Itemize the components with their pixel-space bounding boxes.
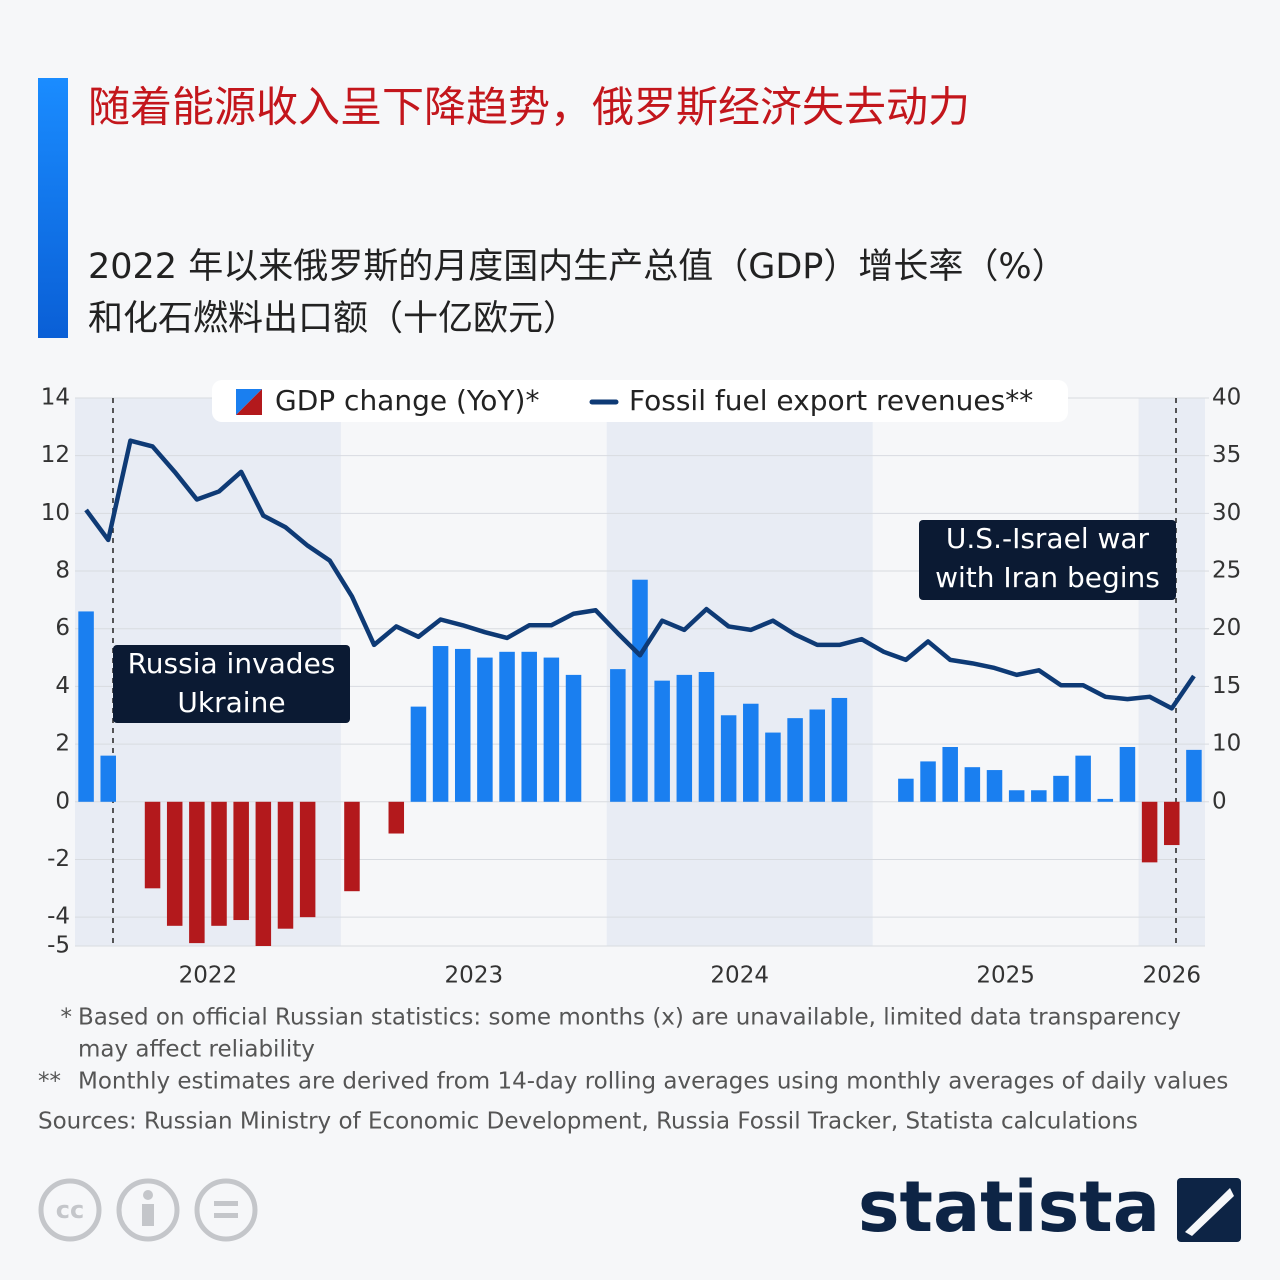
year-band bbox=[606, 398, 873, 946]
bar bbox=[211, 801, 227, 926]
y-tick-label: 0 bbox=[55, 788, 70, 814]
bar bbox=[454, 648, 471, 802]
bar bbox=[964, 767, 981, 802]
footnote: may affect reliability bbox=[78, 1037, 315, 1063]
bar bbox=[698, 672, 715, 802]
footnote-marker: ** bbox=[38, 1069, 61, 1095]
legend-swatch bbox=[236, 389, 262, 415]
footnote: Monthly estimates are derived from 14-da… bbox=[78, 1069, 1228, 1095]
bar bbox=[477, 657, 493, 802]
bar bbox=[942, 746, 958, 802]
bar bbox=[898, 778, 914, 802]
bar bbox=[543, 657, 560, 802]
y2-tick-label: 10 bbox=[1212, 731, 1241, 757]
annotation-text: Ukraine bbox=[177, 686, 285, 719]
bar bbox=[1031, 790, 1047, 802]
x-tick-label: 2023 bbox=[445, 963, 504, 989]
bar bbox=[654, 680, 670, 802]
y2-tick-label: 15 bbox=[1212, 673, 1241, 699]
bar bbox=[787, 718, 803, 802]
brand-logo: statista bbox=[858, 1166, 1160, 1248]
subtitle: 和化石燃料出口额（十亿欧元） bbox=[88, 299, 578, 339]
bar bbox=[144, 801, 161, 889]
bar bbox=[299, 801, 316, 918]
annotation-text: U.S.-Israel war bbox=[946, 522, 1150, 555]
y-tick-label: -4 bbox=[47, 904, 70, 930]
x-tick-label: 2025 bbox=[976, 963, 1035, 989]
bar bbox=[986, 770, 1003, 802]
y-tick-label: 6 bbox=[55, 615, 70, 641]
accent-bar bbox=[38, 78, 68, 338]
y2-tick-label: 35 bbox=[1212, 442, 1241, 468]
bar bbox=[1119, 746, 1136, 802]
bar bbox=[277, 801, 294, 929]
y-tick-label: 4 bbox=[55, 673, 70, 699]
annotation-box bbox=[113, 645, 350, 723]
y-tick-label: 10 bbox=[41, 500, 70, 526]
y-tick-label: 12 bbox=[41, 442, 70, 468]
bar bbox=[831, 697, 848, 802]
bar bbox=[388, 801, 405, 834]
bar bbox=[100, 755, 116, 802]
y-tick-label: -5 bbox=[47, 933, 70, 959]
bar bbox=[1186, 749, 1202, 802]
annotation-text: Russia invades bbox=[128, 647, 336, 680]
bar bbox=[765, 732, 781, 802]
annotation-text: with Iran begins bbox=[935, 561, 1160, 594]
y-tick-label: 2 bbox=[55, 731, 70, 757]
bar bbox=[521, 651, 537, 802]
legend-label: Fossil fuel export revenues** bbox=[629, 384, 1033, 417]
footnote: Based on official Russian statistics: so… bbox=[78, 1005, 1181, 1031]
bar bbox=[233, 801, 249, 921]
bar bbox=[410, 706, 427, 802]
bar bbox=[344, 801, 360, 892]
bar bbox=[632, 579, 648, 802]
bar bbox=[676, 674, 693, 802]
bar bbox=[743, 703, 759, 802]
bar bbox=[166, 801, 183, 926]
bar bbox=[809, 709, 826, 802]
y2-tick-label: 25 bbox=[1212, 558, 1241, 584]
bar bbox=[720, 715, 737, 802]
bar bbox=[1141, 801, 1158, 863]
y-tick-label: -2 bbox=[47, 846, 70, 872]
line bbox=[84, 438, 1196, 711]
bar bbox=[1075, 755, 1091, 802]
y2-tick-label: 0 bbox=[1212, 788, 1227, 814]
bar bbox=[189, 801, 205, 944]
bar bbox=[499, 651, 515, 802]
bar bbox=[1053, 775, 1069, 802]
brand-mark bbox=[1177, 1178, 1241, 1242]
y-tick-label: 8 bbox=[55, 558, 70, 584]
chart-title: 随着能源收入呈下降趋势，俄罗斯经济失去动力 bbox=[88, 83, 970, 132]
annotation-box bbox=[919, 520, 1176, 600]
x-tick-label: 2024 bbox=[710, 963, 769, 989]
y2-tick-label: 20 bbox=[1212, 615, 1241, 641]
bar bbox=[255, 801, 272, 946]
y2-tick-label: 40 bbox=[1212, 385, 1241, 411]
bar bbox=[610, 669, 626, 802]
subtitle: 2022 年以来俄罗斯的月度国内生产总值（GDP）增长率（%） bbox=[88, 247, 1067, 287]
source: Sources: Russian Ministry of Economic De… bbox=[38, 1109, 1138, 1135]
y-tick-label: 14 bbox=[41, 385, 70, 411]
bar bbox=[565, 674, 582, 802]
y2-tick-label: 30 bbox=[1212, 500, 1241, 526]
svg-text:cc: cc bbox=[56, 1196, 84, 1224]
x-tick-label: 2026 bbox=[1142, 963, 1201, 989]
footnote-marker: * bbox=[61, 1005, 73, 1031]
x-tick-label: 2022 bbox=[179, 963, 238, 989]
bar bbox=[78, 611, 94, 802]
legend-label: GDP change (YoY)* bbox=[275, 384, 539, 417]
bar bbox=[1097, 798, 1114, 802]
bar bbox=[1008, 790, 1025, 802]
bar bbox=[1164, 801, 1180, 846]
bar bbox=[920, 761, 936, 802]
bar bbox=[432, 646, 449, 802]
license-icons: cc bbox=[38, 1178, 258, 1242]
year-band bbox=[1138, 398, 1205, 946]
legend-box bbox=[212, 380, 1068, 422]
